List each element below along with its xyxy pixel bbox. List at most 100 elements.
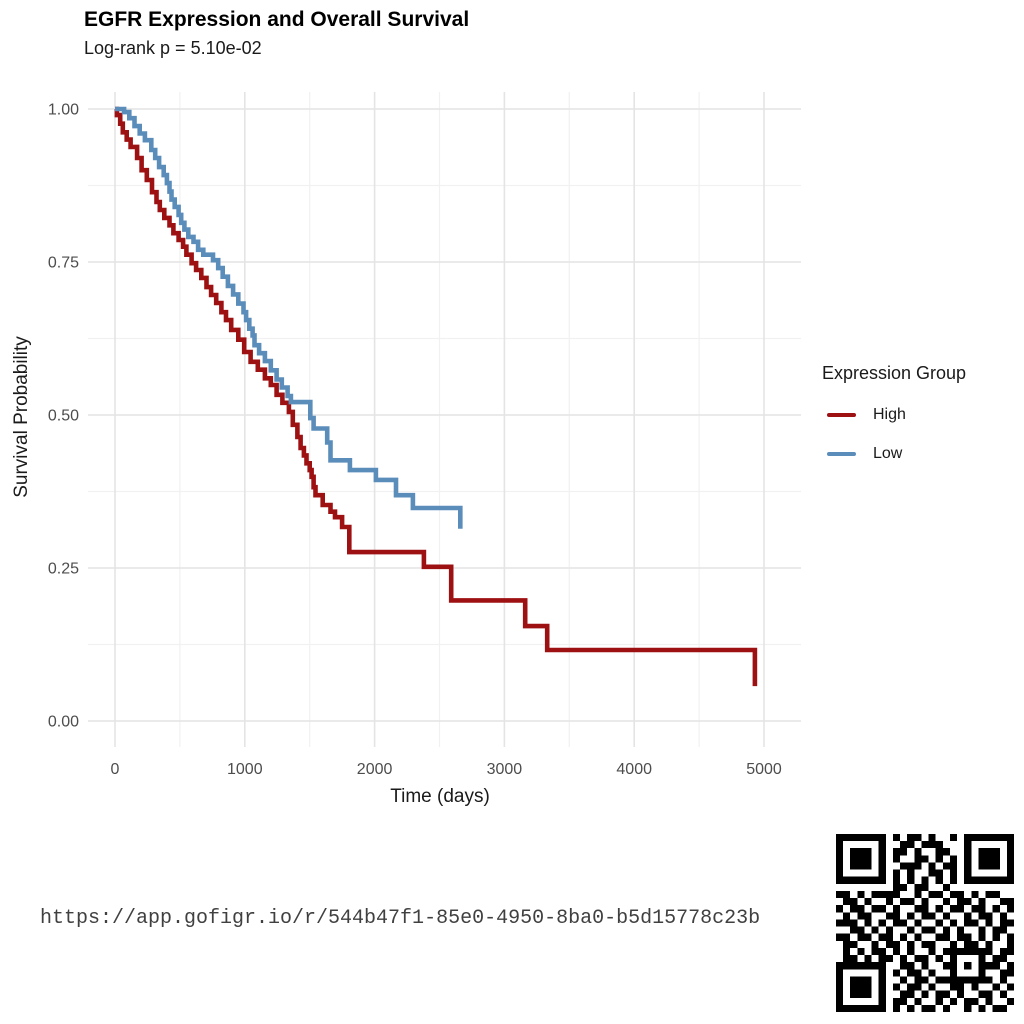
qr-module	[885, 955, 893, 963]
qr-module	[928, 862, 936, 870]
qr-module	[878, 905, 886, 913]
qr-module	[921, 855, 929, 863]
qr-module	[992, 955, 1000, 963]
qr-module	[999, 976, 1007, 984]
qr-module	[850, 983, 858, 991]
qr-module	[836, 841, 844, 849]
qr-module	[971, 940, 979, 948]
qr-module	[978, 834, 986, 842]
qr-module	[900, 997, 908, 1005]
qr-module	[942, 912, 950, 920]
qr-module	[892, 834, 901, 842]
x-tick-label: 4000	[616, 761, 652, 778]
qr-module	[949, 869, 958, 877]
legend-title: Expression Group	[822, 363, 967, 383]
qr-module	[964, 962, 972, 970]
share-url: https://app.gofigr.io/r/544b47f1-85e0-49…	[40, 907, 761, 930]
legend-label-low: Low	[873, 445, 903, 462]
qr-module	[878, 976, 886, 984]
qr-module	[850, 990, 858, 998]
qr-module	[907, 841, 915, 849]
qr-module	[914, 997, 922, 1005]
qr-module	[1006, 969, 1014, 977]
qr-module	[878, 919, 886, 927]
qr-module	[921, 883, 929, 891]
qr-module	[935, 890, 943, 899]
qr-module	[921, 898, 929, 906]
qr-module	[971, 876, 979, 884]
qr-module	[949, 919, 958, 927]
x-tick-label: 3000	[487, 761, 523, 778]
qr-module	[836, 969, 844, 977]
qr-code	[836, 834, 1014, 1012]
qr-module	[957, 983, 965, 991]
qr-module	[907, 969, 915, 977]
qr-module	[978, 947, 986, 956]
qr-module	[928, 1004, 936, 1012]
qr-module	[871, 940, 879, 948]
qr-module	[1006, 919, 1014, 927]
qr-module	[942, 933, 950, 941]
qr-module	[928, 983, 936, 991]
qr-module	[836, 976, 844, 984]
qr-module	[878, 876, 886, 884]
qr-module	[1006, 855, 1014, 863]
x-axis-title: Time (days)	[390, 786, 490, 807]
qr-module	[1006, 848, 1014, 856]
qr-module	[978, 933, 986, 941]
qr-module	[985, 855, 993, 863]
qr-module	[878, 962, 886, 970]
qr-module	[985, 919, 993, 927]
qr-module	[985, 848, 993, 856]
qr-module	[942, 898, 950, 906]
qr-module	[928, 969, 936, 977]
qr-module	[850, 926, 858, 934]
qr-module	[907, 912, 915, 920]
qr-module	[928, 841, 936, 849]
qr-module	[836, 1004, 844, 1012]
qr-module	[907, 869, 915, 877]
qr-module	[878, 855, 886, 863]
qr-module	[957, 890, 965, 899]
qr-module	[885, 912, 893, 920]
qr-module	[949, 834, 958, 842]
qr-module	[892, 983, 901, 991]
qr-module	[978, 862, 986, 870]
qr-module	[836, 983, 844, 991]
qr-module	[892, 912, 901, 920]
qr-module	[850, 834, 858, 842]
qr-module	[978, 848, 986, 856]
qr-module	[1006, 933, 1014, 941]
qr-module	[871, 1004, 879, 1012]
qr-module	[836, 862, 844, 870]
qr-module	[928, 940, 936, 948]
qr-module	[978, 955, 986, 963]
qr-module	[921, 976, 929, 984]
qr-module	[900, 962, 908, 970]
qr-module	[942, 947, 950, 956]
qr-module	[885, 933, 893, 941]
qr-module	[857, 947, 865, 956]
qr-module	[843, 834, 851, 842]
qr-module	[921, 990, 929, 998]
qr-module	[942, 926, 950, 934]
qr-module	[935, 933, 943, 941]
qr-module	[857, 912, 865, 920]
qr-module	[900, 883, 908, 891]
qr-module	[999, 969, 1007, 977]
qr-module	[850, 855, 858, 863]
qr-module	[836, 933, 844, 941]
qr-module	[992, 962, 1000, 970]
qr-module	[999, 876, 1007, 884]
qr-module	[900, 990, 908, 998]
qr-module	[850, 962, 858, 970]
qr-module	[971, 905, 979, 913]
qr-module	[843, 876, 851, 884]
qr-module	[864, 898, 872, 906]
qr-module	[928, 869, 936, 877]
qr-module	[857, 1004, 865, 1012]
qr-module	[843, 940, 851, 948]
qr-module	[942, 962, 950, 970]
qr-module	[864, 955, 872, 963]
